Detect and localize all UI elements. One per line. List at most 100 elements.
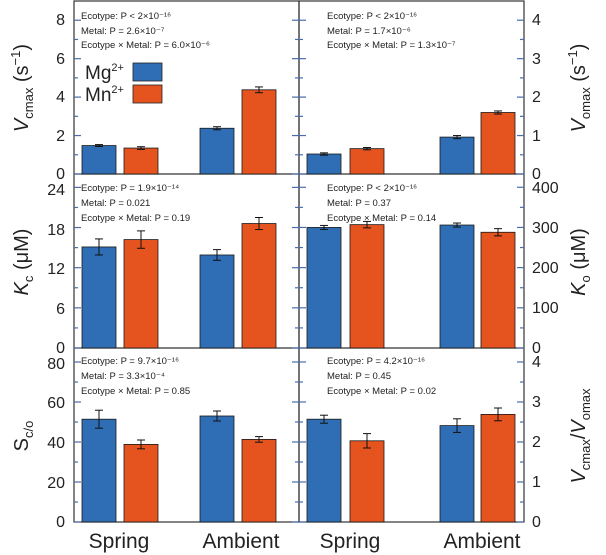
ylabel-kc-main: K xyxy=(11,280,33,295)
tick-label: 4 xyxy=(532,12,541,29)
bar-mn-spring xyxy=(349,148,385,175)
bar-mg-spring xyxy=(306,153,342,175)
stats-line: Metal: P = 0.45 xyxy=(327,371,391,382)
tick-label: 18 xyxy=(47,222,65,239)
bars-layer xyxy=(81,86,516,523)
bar-mn-spring xyxy=(123,239,159,349)
tick-label: 24 xyxy=(47,182,65,199)
ylabel-ko: Ko (μM) xyxy=(568,228,593,296)
tick-label: 12 xyxy=(47,261,65,278)
legend-swatch-mg xyxy=(132,62,163,82)
tick-label: 20 xyxy=(47,475,65,492)
bar-mg-ambient xyxy=(439,136,475,175)
stats-line: Ecotype: P = 4.2×10⁻¹⁶ xyxy=(327,356,425,367)
bar-mn-spring xyxy=(123,147,159,175)
ylabel-vomax-text: Vomax (s−1) xyxy=(565,44,593,133)
bar-mn-ambient xyxy=(241,223,277,349)
bar-mn-ambient xyxy=(241,438,277,523)
tick-label: 1 xyxy=(532,474,541,491)
ylabel-vomax-sub: omax xyxy=(578,87,593,119)
tick-label: 300 xyxy=(532,220,559,237)
tick-label: 6 xyxy=(56,51,65,68)
ylabel-ratio: Vcmax/Vomax xyxy=(568,388,593,484)
bar-mg-ambient xyxy=(199,254,235,349)
stats-top-left: Ecotype: P < 2×10⁻¹⁶ Metal: P = 2.6×10⁻⁷… xyxy=(81,11,210,51)
stats-line: Ecotype × Metal: P = 1.3×10⁻⁷ xyxy=(327,40,456,51)
ylabel-vomax-unit: (s xyxy=(568,65,590,87)
stats-bottom-right: Ecotype: P = 4.2×10⁻¹⁶ Metal: P = 0.45 E… xyxy=(327,356,436,397)
x-label-spring-left: Spring xyxy=(89,530,150,553)
frame-right xyxy=(298,0,525,523)
ylabel-sco: Sc/o xyxy=(11,421,36,452)
ticks-layer xyxy=(74,19,524,523)
bar-mg-spring xyxy=(306,418,342,523)
bar-mg-ambient xyxy=(439,425,475,523)
tick-label: 0 xyxy=(56,514,65,531)
bar-mg-ambient xyxy=(199,127,235,175)
bar-mn-ambient xyxy=(480,112,516,175)
legend-label-mg-sup: 2+ xyxy=(111,62,124,74)
stats-line: Ecotype: P = 1.9×10⁻¹⁴ xyxy=(81,183,179,194)
tick-label: 6 xyxy=(56,301,65,318)
x-label-spring-right: Spring xyxy=(320,530,381,553)
ylabel-vcmax-unit: (s xyxy=(11,65,33,87)
stats-top-right: Ecotype: P < 2×10⁻¹⁶ Metal: P = 1.7×10⁻⁶… xyxy=(327,11,456,51)
legend-label-mg: Mg2+ xyxy=(85,62,124,84)
tick-label: 80 xyxy=(47,356,65,373)
stats-middle-left: Ecotype: P = 1.9×10⁻¹⁴ Metal: P = 0.021 … xyxy=(81,183,190,224)
ylabel-ratio-main2: V xyxy=(568,419,590,434)
ylabel-kc-sub: c xyxy=(21,275,36,282)
tick-label: 0 xyxy=(56,166,65,183)
ylabel-ratio-slash: / xyxy=(568,433,590,439)
ylabel-vomax-main: V xyxy=(568,117,590,132)
stats-line: Ecotype: P < 2×10⁻¹⁶ xyxy=(81,11,171,22)
tick-label: 2 xyxy=(56,128,65,145)
ylabel-vomax-unit-sup: −1 xyxy=(565,50,580,65)
legend: Mg2+ Mn2+ xyxy=(85,62,163,106)
ylabel-sco-sub: c/o xyxy=(21,421,36,438)
ylabel-ko-main: K xyxy=(568,281,590,296)
bar-mg-spring xyxy=(81,418,117,523)
stats-middle-right: Ecotype: P < 2×10⁻¹⁶ Metal: P = 0.37 Eco… xyxy=(327,183,436,224)
ylabel-vcmax-sub: cmax xyxy=(21,87,36,119)
tick-label: 4 xyxy=(56,89,65,106)
x-label-ambient-right: Ambient xyxy=(443,530,520,553)
stats-line: Metal: P = 3.3×10⁻⁴ xyxy=(81,371,165,382)
ylabel-ko-unit: (μM) xyxy=(568,228,590,275)
ylabel-ko-sub: o xyxy=(578,275,593,282)
y-tick-labels-left: 0 2 4 6 8 0 6 12 18 24 0 20 40 60 80 xyxy=(47,12,65,531)
tick-label: 3 xyxy=(532,394,541,411)
ylabel-vcmax-main: V xyxy=(11,117,33,132)
tick-label: 200 xyxy=(532,260,559,277)
bar-mn-spring xyxy=(349,440,385,523)
ylabel-vcmax-text: Vcmax (s−1) xyxy=(8,44,36,132)
bar-mn-ambient xyxy=(241,89,277,175)
bar-mn-ambient xyxy=(480,413,516,523)
stats-bottom-left: Ecotype: P = 9.7×10⁻¹⁶ Metal: P = 3.3×10… xyxy=(81,356,190,397)
legend-label-mn-sup: 2+ xyxy=(111,84,124,96)
stats-line: Ecotype × Metal: P = 6.0×10⁻⁶ xyxy=(81,40,210,51)
stats-line: Ecotype: P < 2×10⁻¹⁶ xyxy=(327,11,417,22)
x-category-labels: Spring Ambient Spring Ambient xyxy=(89,530,521,553)
bar-mg-ambient xyxy=(439,224,475,349)
tick-label: 60 xyxy=(47,395,65,412)
tick-label: 100 xyxy=(532,300,559,317)
tick-label: 0 xyxy=(532,514,541,531)
ylabel-ko-text: Ko (μM) xyxy=(568,228,593,296)
tick-label: 0 xyxy=(56,340,65,357)
stats-line: Metal: P = 1.7×10⁻⁶ xyxy=(327,26,411,37)
bar-mg-spring xyxy=(81,145,117,175)
ylabel-vcmax-unit-sup: −1 xyxy=(8,51,23,66)
tick-label: 4 xyxy=(532,354,541,371)
ylabel-ratio-sub1: cmax xyxy=(578,439,593,471)
ylabel-ratio-text: Vcmax/Vomax xyxy=(568,388,593,484)
ylabel-vcmax-unit-close: ) xyxy=(11,44,33,51)
tick-label: 400 xyxy=(532,180,559,197)
tick-label: 2 xyxy=(532,434,541,451)
y-tick-labels-right: 0 1 2 3 4 0 100 200 300 400 0 1 2 3 4 xyxy=(532,12,559,531)
tick-label: 0 xyxy=(532,166,541,183)
stats-line: Ecotype × Metal: P = 0.02 xyxy=(327,386,436,397)
legend-label-mg-text: Mg xyxy=(85,63,111,84)
tick-label: 1 xyxy=(532,128,541,145)
